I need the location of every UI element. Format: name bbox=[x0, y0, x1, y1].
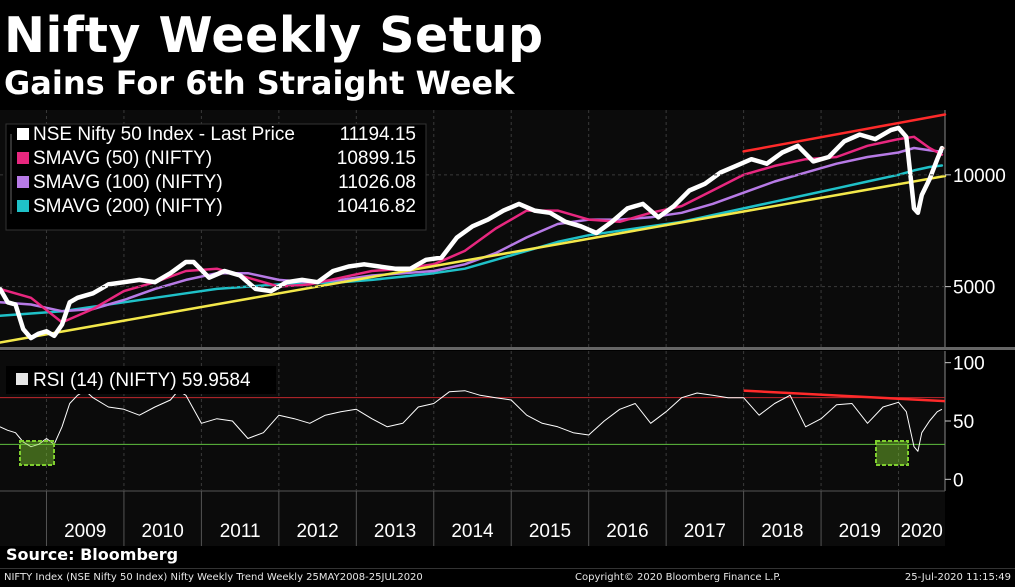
x-tick-2017: 2017 bbox=[684, 521, 726, 542]
legend-swatch-smavg-50-nifty bbox=[17, 152, 29, 164]
legend-value-nse-nifty-50-index-last-price: 11194.15 bbox=[340, 124, 416, 145]
x-tick-2014: 2014 bbox=[451, 521, 494, 542]
rsi-legend: RSI (14) (NIFTY) 59.9584 bbox=[6, 366, 276, 394]
x-tick-2019: 2019 bbox=[839, 521, 881, 542]
x-tick-2012: 2012 bbox=[296, 521, 338, 542]
rsi-series-group bbox=[0, 389, 946, 452]
legend-swatch-smavg-100-nifty bbox=[17, 176, 29, 188]
rsi-resistance-trendline bbox=[743, 389, 946, 403]
oversold-highlight-2020 bbox=[875, 440, 909, 466]
price-series-group bbox=[0, 113, 947, 344]
rsi-legend-swatch bbox=[16, 373, 28, 385]
x-tick-2009: 2009 bbox=[64, 521, 106, 542]
price-legend: NSE Nifty 50 Index - Last Price 11194.15 S… bbox=[5, 123, 427, 231]
rsi-legend-box bbox=[6, 366, 276, 394]
rsi-legend-label: RSI (14) (NIFTY) 59.9584 bbox=[33, 370, 251, 391]
series-resistance bbox=[742, 113, 947, 153]
page-subtitle: Gains For 6th Straight Week bbox=[4, 64, 515, 102]
page-title: Nifty Weekly Setup bbox=[4, 7, 544, 64]
source-label: Source: Bloomberg bbox=[6, 545, 179, 564]
rsi-y-tick-50: 50 bbox=[953, 412, 974, 433]
legend-value-smavg-50-nifty: 10899.15 bbox=[337, 148, 416, 169]
series-smavg-100-nifty bbox=[0, 146, 944, 313]
legend-label-nse-nifty-50-index-last-price: NSE Nifty 50 Index - Last Price bbox=[33, 124, 295, 145]
x-tick-2010: 2010 bbox=[142, 521, 184, 542]
x-tick-2015: 2015 bbox=[529, 521, 571, 542]
series-nse-nifty-50-index-last-price bbox=[0, 125, 945, 341]
legend-label-smavg-100-nifty: SMAVG (100) (NIFTY) bbox=[33, 172, 223, 193]
footer-timestamp: 25-Jul-2020 11:15:49 bbox=[904, 572, 1011, 583]
year-x-ticks: 2009 2010 2011 2012 2013 2014 2015 2016 2017 2018… bbox=[64, 521, 943, 542]
legend-swatch-smavg-200-nifty bbox=[17, 200, 29, 212]
footer-copyright: Copyright© 2020 Bloomberg Finance L.P. bbox=[575, 572, 782, 583]
nifty-chart: 5000 10000 0 50 100 2009 2010 2011 2012 2013 201… bbox=[0, 110, 1015, 546]
y-tick-10000: 10000 bbox=[953, 166, 1006, 187]
series-smavg-200-nifty bbox=[0, 164, 944, 317]
x-tick-2016: 2016 bbox=[606, 521, 648, 542]
year-axis-panel bbox=[0, 491, 945, 546]
rsi-y-ticks: 0 50 100 bbox=[945, 354, 985, 491]
series-trendline bbox=[0, 174, 947, 344]
legend-label-smavg-50-nifty: SMAVG (50) (NIFTY) bbox=[33, 148, 212, 169]
rsi-y-tick-100: 100 bbox=[953, 354, 985, 375]
legend-value-smavg-100-nifty: 11026.08 bbox=[338, 172, 416, 193]
y-tick-5000: 5000 bbox=[953, 278, 995, 299]
legend-value-smavg-200-nifty: 10416.82 bbox=[337, 196, 416, 217]
x-tick-2011: 2011 bbox=[220, 521, 261, 542]
year-grid bbox=[45, 491, 900, 546]
legend-swatch-nse-nifty-50-index-last-price bbox=[17, 128, 29, 140]
footer-bar: NIFTY Index (NSE Nifty 50 Index) Nifty W… bbox=[0, 568, 1015, 587]
x-tick-2013: 2013 bbox=[374, 521, 416, 542]
oversold-highlight-2009 bbox=[19, 440, 55, 466]
price-legend-box bbox=[5, 123, 427, 231]
rsi-grid bbox=[0, 351, 945, 491]
legend-label-smavg-200-nifty: SMAVG (200) (NIFTY) bbox=[33, 196, 223, 217]
series-rsi-14-nifty bbox=[0, 390, 943, 452]
rsi-y-tick-0: 0 bbox=[953, 470, 964, 491]
x-tick-2020: 2020 bbox=[901, 521, 943, 542]
footer-description: NIFTY Index (NSE Nifty 50 Index) Nifty W… bbox=[4, 572, 423, 583]
x-tick-2018: 2018 bbox=[761, 521, 803, 542]
